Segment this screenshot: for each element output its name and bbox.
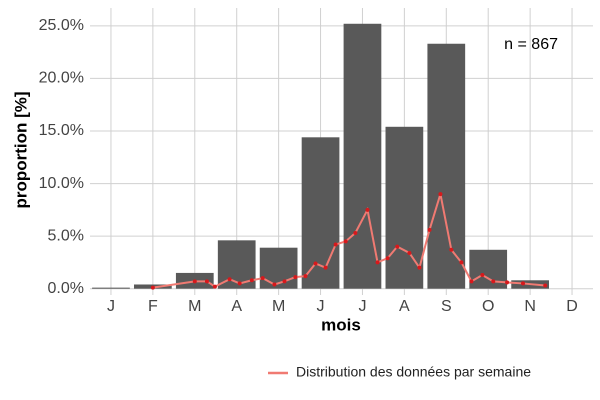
x-tick-label: J xyxy=(317,298,325,315)
weekly-point xyxy=(272,282,277,287)
y-tick-label: 10.0% xyxy=(39,175,84,192)
y-axis-title: proportion [%] xyxy=(11,91,30,208)
weekly-point xyxy=(212,284,217,289)
x-tick-label: M xyxy=(188,298,201,315)
weekly-point xyxy=(303,274,308,279)
weekly-point xyxy=(237,281,242,286)
weekly-point xyxy=(438,192,443,197)
bar xyxy=(301,137,340,289)
x-tick-label: J xyxy=(358,298,366,315)
bar xyxy=(385,126,424,289)
weekly-point xyxy=(150,285,155,290)
bar xyxy=(92,287,130,289)
weekly-point xyxy=(282,279,287,284)
y-tick-label: 5.0% xyxy=(48,227,84,244)
weekly-point xyxy=(365,207,370,212)
weekly-point xyxy=(333,242,338,247)
weekly-point xyxy=(469,279,474,284)
weekly-point xyxy=(353,230,358,235)
weekly-point xyxy=(313,261,318,266)
y-tick-label: 20.0% xyxy=(39,70,84,87)
x-tick-label: F xyxy=(148,298,158,315)
weekly-point xyxy=(293,275,298,280)
weekly-point xyxy=(204,279,209,284)
annotation: n = 867 xyxy=(504,36,558,53)
weekly-point xyxy=(260,276,265,281)
weekly-point xyxy=(459,260,464,265)
y-tick-label: 15.0% xyxy=(39,122,84,139)
weekly-point xyxy=(480,273,485,278)
weekly-point xyxy=(343,239,348,244)
weekly-point xyxy=(375,260,380,265)
bar xyxy=(427,43,466,289)
weekly-point xyxy=(417,265,422,270)
bar xyxy=(259,247,298,289)
x-tick-label: N xyxy=(524,298,536,315)
weekly-point xyxy=(427,227,432,232)
weekly-point xyxy=(407,250,412,255)
weekly-point xyxy=(192,279,197,284)
x-tick-label: M xyxy=(272,298,285,315)
weekly-point xyxy=(323,265,328,270)
weekly-point xyxy=(449,247,454,252)
weekly-point xyxy=(505,280,510,285)
weekly-point xyxy=(227,277,232,282)
weekly-point xyxy=(543,283,548,288)
y-tick-label: 25.0% xyxy=(39,17,84,34)
x-tick-label: A xyxy=(231,298,242,315)
weekly-point xyxy=(395,244,400,249)
x-tick-label: J xyxy=(107,298,115,315)
legend-label: Distribution des données par semaine xyxy=(296,364,531,380)
weekly-point xyxy=(491,279,496,284)
x-tick-label: A xyxy=(399,298,410,315)
x-axis-title: mois xyxy=(321,315,361,334)
weekly-point xyxy=(385,256,390,261)
x-tick-label: S xyxy=(441,298,452,315)
x-tick-label: O xyxy=(482,298,494,315)
y-tick-label: 0.0% xyxy=(48,280,84,297)
weekly-point xyxy=(520,281,525,286)
weekly-point xyxy=(249,278,254,283)
x-tick-label: D xyxy=(566,298,578,315)
